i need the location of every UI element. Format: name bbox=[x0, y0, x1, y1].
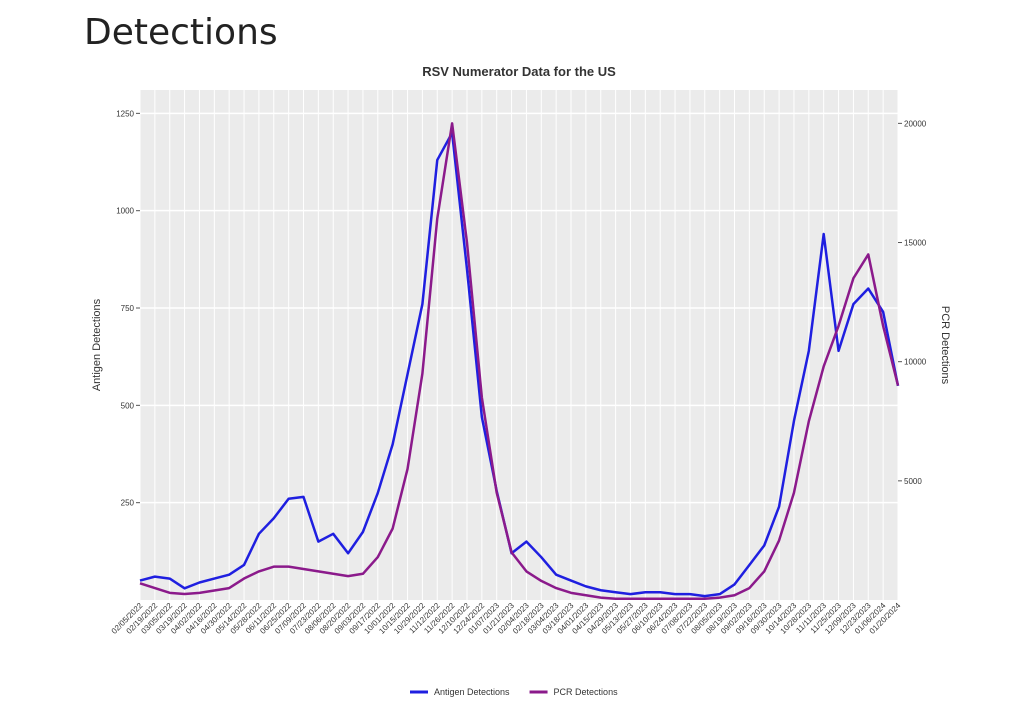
y-tick-label: 1250 bbox=[116, 109, 134, 118]
legend-label: PCR Detections bbox=[554, 687, 619, 697]
plot-area bbox=[140, 90, 898, 600]
y-axis-label: Antigen Detections bbox=[91, 298, 103, 391]
y2-axis-label: PCR Detections bbox=[939, 306, 951, 385]
y-tick-label: 500 bbox=[121, 401, 135, 410]
page-title: Detections bbox=[84, 12, 278, 53]
y-tick-label: 250 bbox=[121, 499, 135, 508]
y2-tick-label: 10000 bbox=[904, 358, 927, 367]
y-tick-label: 1000 bbox=[116, 207, 134, 216]
y-tick-label: 750 bbox=[121, 304, 135, 313]
y2-tick-label: 15000 bbox=[904, 239, 927, 248]
chart-title: RSV Numerator Data for the US bbox=[422, 64, 616, 79]
y2-tick-label: 20000 bbox=[904, 119, 927, 128]
y2-tick-label: 5000 bbox=[904, 477, 922, 486]
line-series bbox=[139, 122, 900, 601]
line-series bbox=[139, 131, 900, 598]
legend-label: Antigen Detections bbox=[434, 687, 510, 697]
